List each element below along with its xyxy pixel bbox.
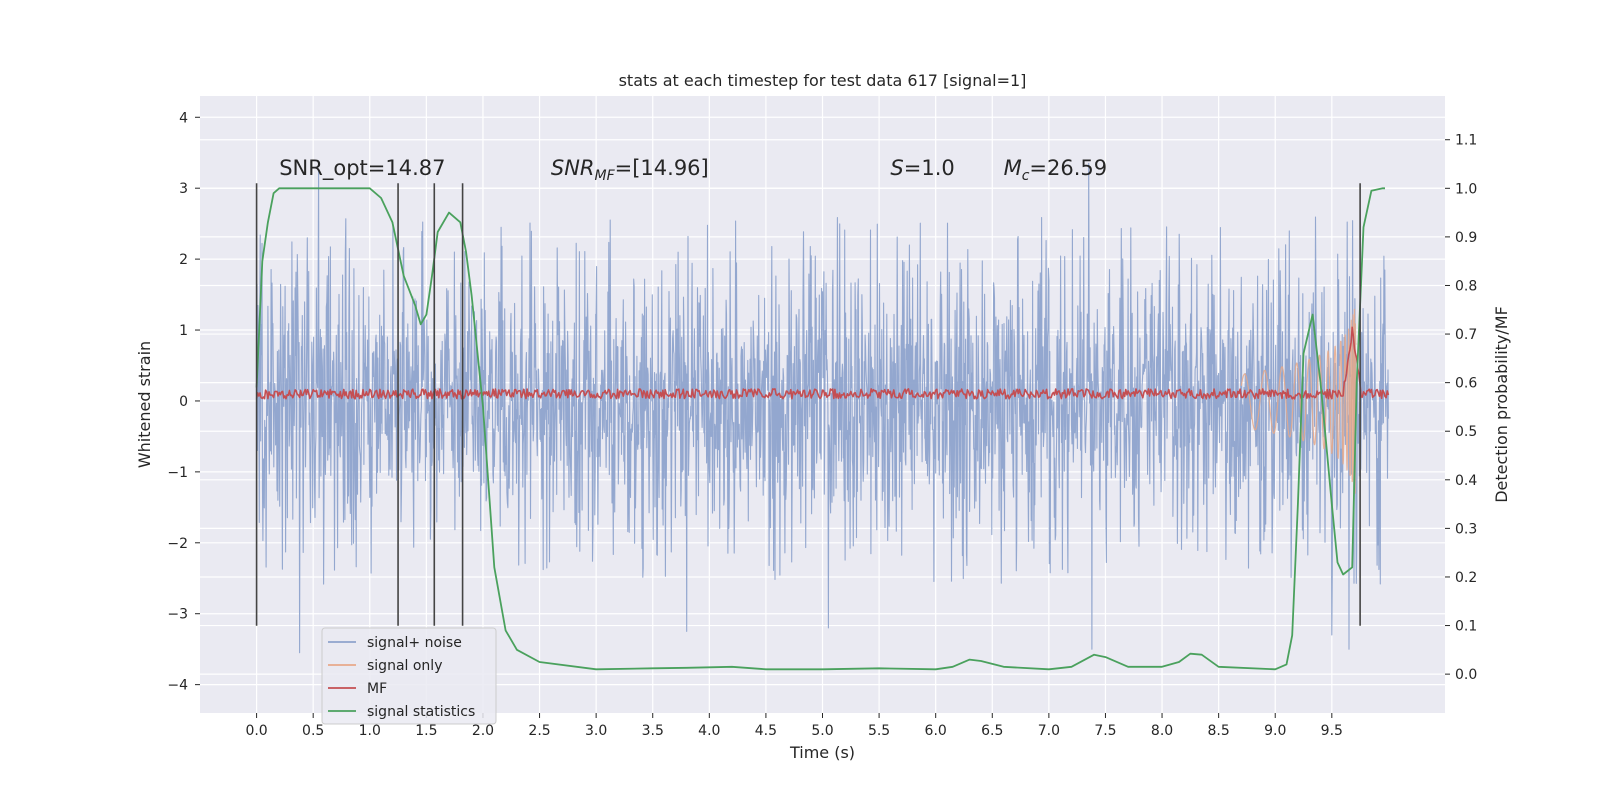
y2-tick-label-0: 0.0: [1455, 667, 1477, 683]
x-tick-label-0: 0.0: [245, 723, 267, 739]
y-tick-label-2: −2: [167, 536, 188, 552]
x-tick-label-18: 9.0: [1264, 723, 1286, 739]
x-tick-label-11: 5.5: [868, 723, 890, 739]
x-tick-label-4: 2.0: [472, 723, 494, 739]
series-mf: [255, 326, 1390, 400]
annotation-1: SNRMF=[14.96]: [551, 156, 709, 184]
legend-label-3: signal statistics: [367, 704, 475, 720]
y2-tick-label-9: 0.9: [1455, 230, 1477, 246]
x-tick-label-7: 3.5: [642, 723, 664, 739]
x-tick-label-17: 8.5: [1208, 723, 1230, 739]
annotation-3: Mc=26.59: [1004, 156, 1108, 184]
x-tick-label-14: 7.0: [1038, 723, 1060, 739]
x-tick-label-15: 7.5: [1094, 723, 1116, 739]
x-tick-label-12: 6.0: [925, 723, 947, 739]
legend-box: [321, 627, 497, 725]
legend-label-0: signal+ noise: [367, 635, 462, 651]
x-tick-label-5: 2.5: [528, 723, 550, 739]
annotation-2: S=1.0: [890, 156, 954, 180]
x-tick-label-10: 5.0: [811, 723, 833, 739]
vertical-markers: [255, 183, 1361, 626]
y2-tick-label-10: 1.0: [1455, 181, 1477, 197]
y2-tick-label-4: 0.4: [1455, 473, 1477, 489]
y-axis-label: Whitened strain: [135, 341, 154, 468]
y-tick-label-8: 4: [179, 110, 188, 126]
y2-tick-label-5: 0.5: [1455, 424, 1477, 440]
y2-tick-label-8: 0.8: [1455, 278, 1477, 294]
y2-tick-label-6: 0.6: [1455, 376, 1477, 392]
y2-axis-label: Detection probability/MF: [1492, 306, 1511, 503]
legend: signal+ noise signal only MF signal statist…: [321, 627, 497, 725]
y-tick-label-1: −3: [167, 607, 188, 623]
chart-title: stats at each timestep for test data 617…: [619, 71, 1027, 90]
y-tick-label-4: 0: [179, 394, 188, 410]
x-tick-label-19: 9.5: [1321, 723, 1343, 739]
y2-tick-label-1: 0.1: [1455, 619, 1477, 635]
grid-lines: [200, 96, 1445, 713]
legend-label-2: MF: [367, 681, 387, 697]
y-tick-label-5: 1: [179, 323, 188, 339]
x-tick-label-13: 6.5: [981, 723, 1003, 739]
annotation-0: SNR_opt=14.87: [279, 156, 445, 181]
y2-tick-label-2: 0.2: [1455, 570, 1477, 586]
x-axis-label: Time (s): [789, 743, 855, 762]
annotations: SNR_opt=14.87 SNRMF=[14.96] S=1.0 Mc=26.59: [279, 156, 1107, 184]
axes: 0.0 0.5 1.0 1.5 2.0 2.5 3.0 3.5 4.0 4.5 5.0 5.5 6.0 6…: [167, 110, 1477, 739]
x-tick-label-2: 1.0: [359, 723, 381, 739]
x-tick-label-3: 1.5: [415, 723, 437, 739]
legend-label-1: signal only: [367, 658, 442, 674]
x-tick-label-8: 4.0: [698, 723, 720, 739]
x-tick-label-1: 0.5: [302, 723, 324, 739]
x-tick-label-9: 4.5: [755, 723, 777, 739]
y2-tick-label-3: 0.3: [1455, 521, 1477, 537]
y2-tick-label-7: 0.7: [1455, 327, 1477, 343]
x-tick-label-16: 8.0: [1151, 723, 1173, 739]
x-tick-label-6: 3.0: [585, 723, 607, 739]
series-signal-only: [1240, 308, 1357, 494]
y-tick-label-0: −4: [167, 678, 188, 694]
y2-tick-label-11: 1.1: [1455, 133, 1477, 149]
y-tick-label-6: 2: [179, 252, 188, 268]
y-tick-label-7: 3: [179, 181, 188, 197]
y-tick-label-3: −1: [167, 465, 188, 481]
